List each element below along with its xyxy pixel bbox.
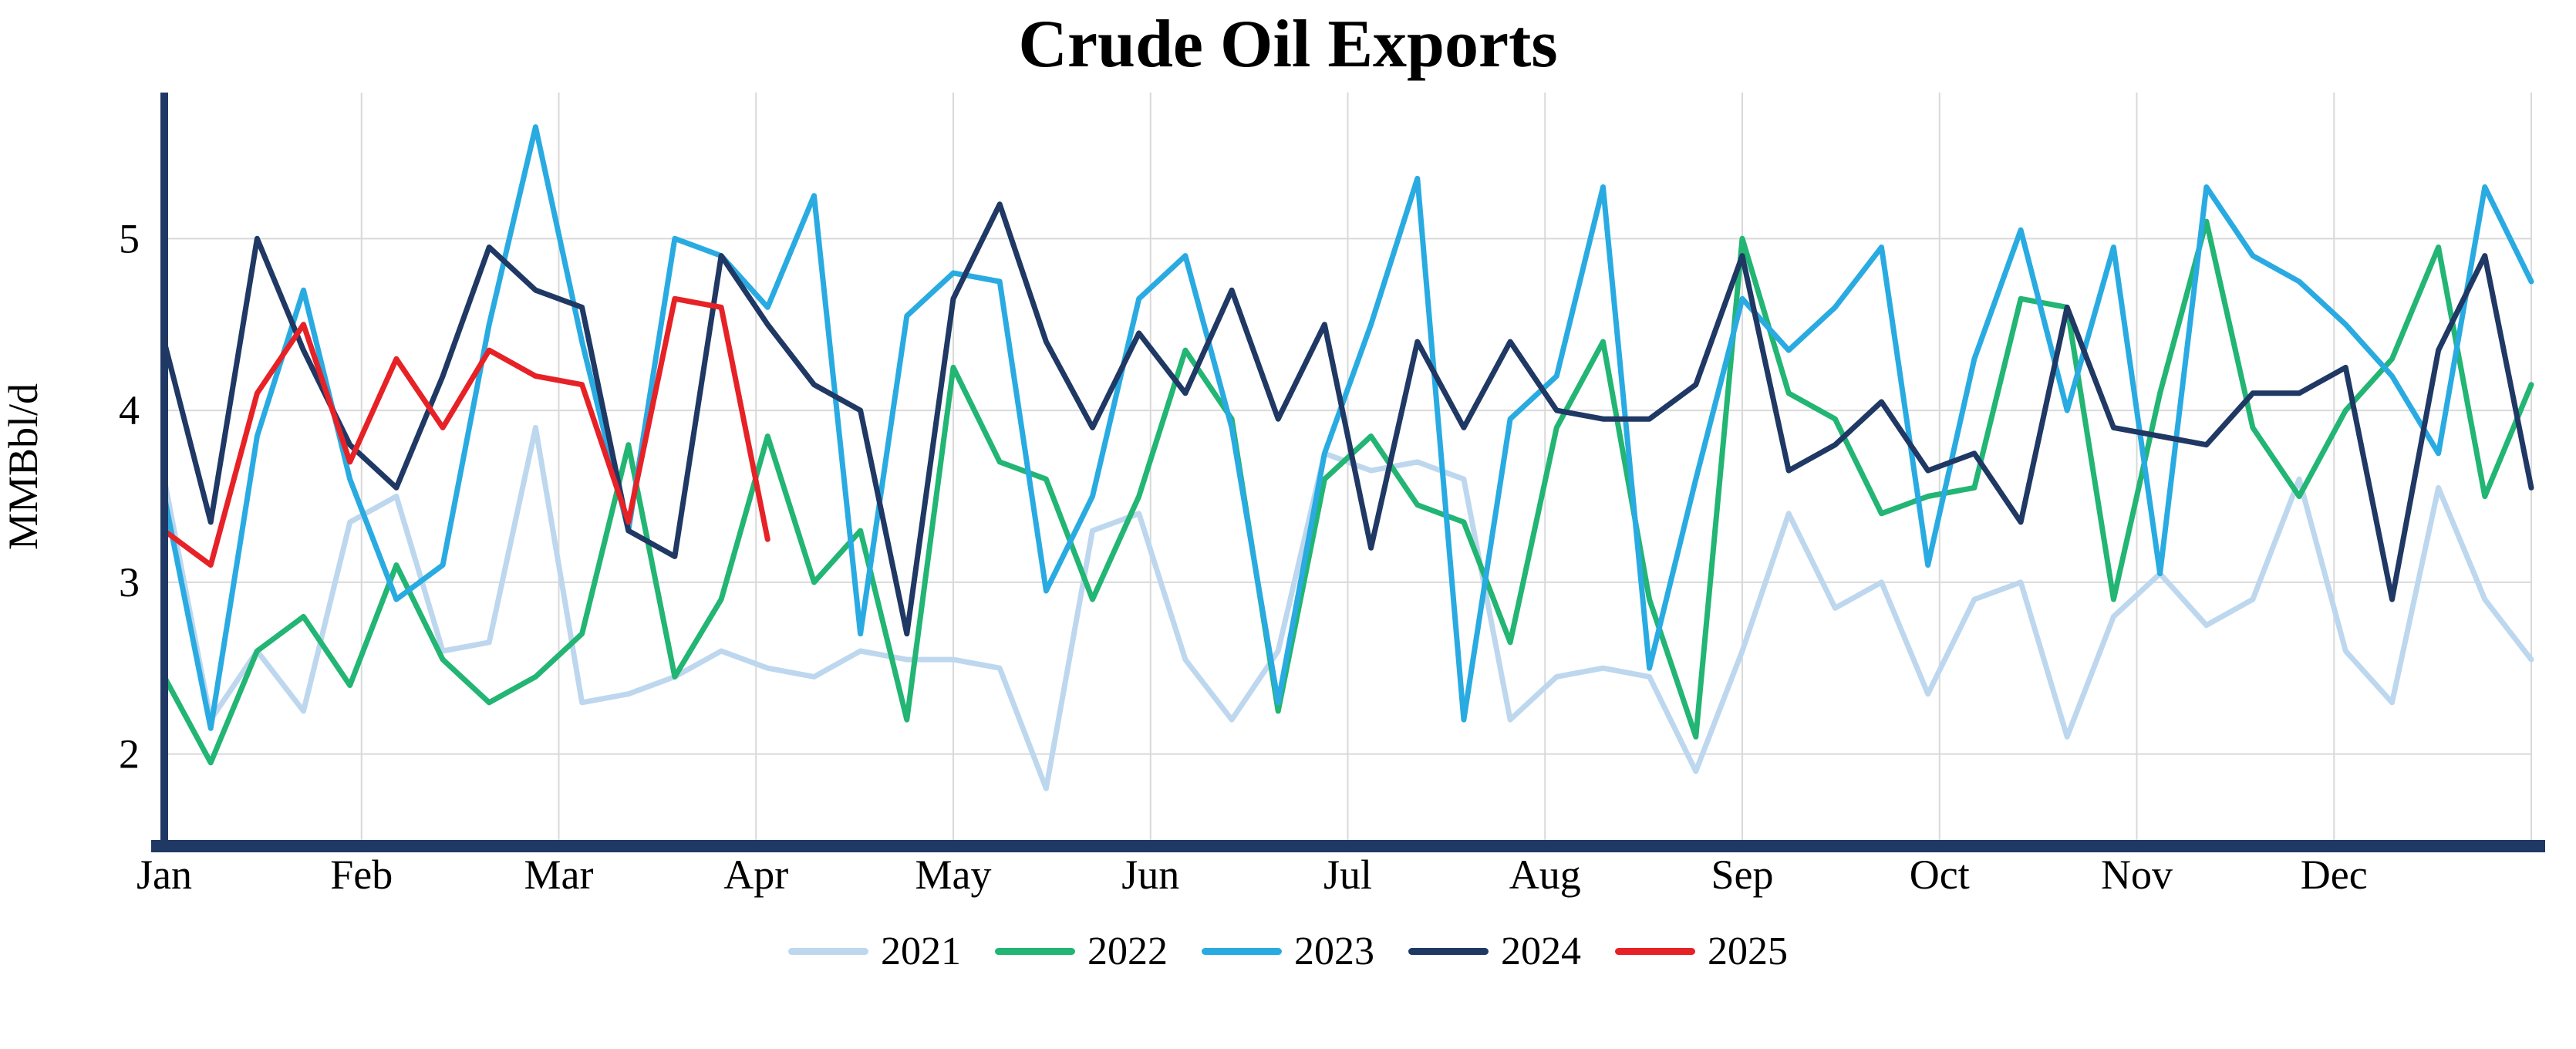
y-tick-label: 2 — [119, 731, 140, 777]
x-month-label: Mar — [524, 852, 594, 898]
y-tick-label: 5 — [119, 215, 140, 261]
x-month-label: Jun — [1121, 852, 1179, 898]
series-line-2025 — [161, 295, 770, 568]
y-tick-label: 4 — [119, 387, 140, 433]
series-line-2024 — [161, 201, 2534, 637]
x-month-label: Jul — [1323, 852, 1372, 898]
x-month-label: May — [915, 852, 992, 898]
x-month-label: Dec — [2301, 852, 2368, 898]
legend-label-2025: 2025 — [1708, 929, 1788, 973]
chart-legend: 2021 2022 2023 2024 2025 — [0, 929, 2576, 974]
x-month-label: Aug — [1509, 852, 1581, 898]
plot-content: 2 3 4 5 Jan Feb Mar Apr May Jun Jul Aug Sep Oct Nov Dec — [119, 93, 2545, 898]
legend-label-2023: 2023 — [1294, 929, 1374, 973]
legend-item-2021: 2021 — [788, 929, 961, 974]
legend-item-2024: 2024 — [1408, 929, 1581, 974]
chart-title: Crude Oil Exports — [1018, 7, 1558, 82]
legend-item-2022: 2022 — [995, 929, 1168, 974]
legend-swatch-2022 — [995, 948, 1075, 955]
legend-label-2021: 2021 — [881, 929, 961, 973]
legend-label-2022: 2022 — [1087, 929, 1168, 973]
x-month-label: Oct — [1910, 852, 1970, 898]
plot-area: 2 3 4 5 Jan Feb Mar Apr May Jun Jul Aug Sep Oct Nov Dec… — [0, 93, 2545, 898]
x-month-label: Sep — [1711, 852, 1774, 898]
legend-item-2023: 2023 — [1202, 929, 1374, 974]
legend-swatch-2021 — [788, 948, 868, 955]
series-line-2023 — [161, 124, 2534, 731]
x-month-label: Apr — [723, 852, 788, 898]
legend-item-2025: 2025 — [1615, 929, 1788, 974]
legend-swatch-2024 — [1408, 948, 1489, 955]
y-tick-label: 3 — [119, 559, 140, 605]
y-axis-label: MMBbl/d — [0, 383, 46, 550]
series-line-2022 — [161, 218, 2534, 766]
legend-label-2024: 2024 — [1501, 929, 1581, 973]
legend-swatch-2025 — [1615, 948, 1695, 955]
legend-swatch-2023 — [1202, 948, 1282, 955]
x-month-label: Jan — [137, 852, 192, 898]
series-line-2021 — [161, 424, 2534, 791]
x-month-label: Feb — [330, 852, 393, 898]
x-month-label: Nov — [2101, 852, 2173, 898]
